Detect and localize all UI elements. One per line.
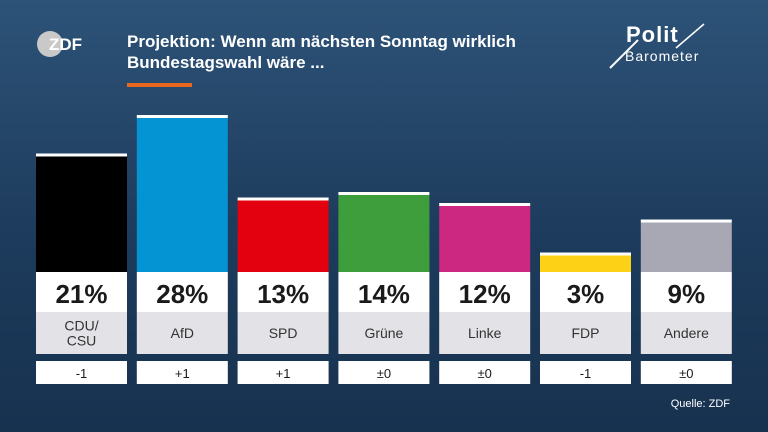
bar [36,156,127,272]
bar-cap [136,115,228,118]
change-box [439,361,531,384]
change-box [540,361,631,384]
value-box [136,272,228,312]
category-label: AfD [171,325,194,341]
change-box [338,361,430,384]
change-label: ±0 [679,366,693,381]
bar-cap [36,153,127,157]
change-label: +1 [175,366,190,381]
category-box [439,312,531,354]
category-label: SPD [269,325,298,341]
category-label: Andere [664,325,709,341]
bar-cap [439,203,531,206]
category-label: FDP [572,325,600,341]
category-box [540,312,631,354]
value-box [439,272,531,312]
zdf-logo-icon: ZDF [37,31,82,57]
value-label: 3% [567,279,605,309]
change-label: ±0 [377,366,391,381]
value-box [540,272,631,312]
bar-cap [237,197,329,201]
category-box [338,312,430,354]
category-box [237,312,329,354]
value-box [338,272,430,312]
change-box [136,361,228,384]
change-box [237,361,329,384]
polit-word: Polit [626,22,679,47]
bar-cap [640,219,732,223]
bar [439,206,531,272]
bar [237,200,329,272]
value-label: 21% [55,279,107,309]
bar [136,118,228,272]
change-label: -1 [580,366,592,381]
value-box [640,272,732,312]
bar [640,222,732,272]
category-label: Grüne [364,325,403,341]
bar-cap [338,192,430,195]
value-label: 28% [156,279,208,309]
zdf-logo-text: ZDF [49,35,82,54]
category-box [640,312,732,354]
category-label: Linke [468,325,502,341]
category-box [136,312,228,354]
politbarometer-logo: Polit Barometer [608,22,718,72]
source-note: Quelle: ZDF [670,398,730,410]
category-label: CDU/ [64,318,98,334]
category-box [36,312,127,354]
title-line-2: Bundestagswahl wäre ... [127,53,325,72]
value-label: 9% [668,279,706,309]
value-label: 14% [358,279,410,309]
value-label: 13% [257,279,309,309]
value-box [36,272,127,312]
bar [540,255,631,272]
barometer-word: Barometer [625,48,700,64]
change-box [640,361,732,384]
title-line-1: Projektion: Wenn am nächsten Sonntag wir… [127,32,516,51]
politbarometer-lines-icon [609,23,705,69]
change-label: +1 [276,366,291,381]
bar [338,195,430,272]
value-label: 12% [459,279,511,309]
page-title: Projektion: Wenn am nächsten Sonntag wir… [127,31,587,73]
bar-cap [540,252,631,256]
change-box [36,361,127,384]
change-label: ±0 [478,366,492,381]
change-label: -1 [76,366,88,381]
title-accent-line [127,83,192,87]
category-label: CSU [67,333,97,349]
value-box [237,272,329,312]
